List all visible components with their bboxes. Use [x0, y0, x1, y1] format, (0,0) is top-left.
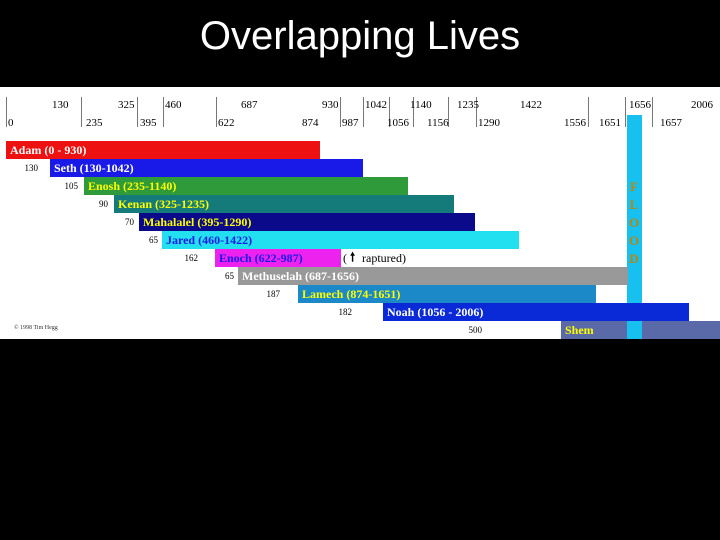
- grid-line: [625, 97, 626, 127]
- grid-line: [6, 97, 7, 127]
- lifespan-bar-lamech: Lamech (874-1651): [298, 285, 596, 303]
- grid-line: [652, 97, 653, 127]
- tick-label: 1235: [457, 99, 479, 111]
- offset-label: 70: [125, 217, 134, 227]
- raptured-text: raptured): [362, 251, 406, 265]
- lifespan-bar-noah: Noah (1056 - 2006): [383, 303, 689, 321]
- offset-label: 105: [64, 181, 79, 191]
- lifespan-bar-seth: Seth (130-1042): [50, 159, 363, 177]
- tick-label: 1656: [629, 99, 651, 111]
- grid-line: [81, 97, 82, 127]
- offset-label: 65: [225, 271, 234, 281]
- offset-label: 162: [184, 253, 199, 263]
- flood-letter: F: [630, 179, 638, 194]
- flood-letter: O: [628, 233, 640, 248]
- tick-label: 1651: [599, 117, 621, 129]
- grid-line: [363, 97, 364, 127]
- lifespan-bar-shem-continued: [642, 321, 720, 339]
- tick-label: 460: [165, 99, 182, 111]
- offset-label: 187: [266, 289, 281, 299]
- lifespan-bar-adam: Adam (0 - 930): [6, 141, 320, 159]
- grid-line: [588, 97, 589, 127]
- lifespan-bar-enosh: Enosh (235-1140): [84, 177, 408, 195]
- offset-label: 182: [338, 307, 353, 317]
- flood-column: [627, 115, 642, 339]
- raptured-open-paren: (: [343, 251, 347, 265]
- grid-line: [413, 97, 414, 127]
- tick-label: 622: [218, 117, 235, 129]
- offset-label: 65: [149, 235, 158, 245]
- tick-label: 1657: [660, 117, 682, 129]
- tick-label: 1556: [564, 117, 586, 129]
- tick-label: 235: [86, 117, 103, 129]
- offset-label: 130: [24, 163, 39, 173]
- offset-label: 90: [99, 199, 108, 209]
- tick-label: 1156: [427, 117, 449, 129]
- lifespan-bar-mahalalel: Mahalalel (395-1290): [139, 213, 475, 231]
- tick-label: 930: [322, 99, 339, 111]
- tick-label: 395: [140, 117, 157, 129]
- tick-label: 1042: [365, 99, 387, 111]
- slide-title: Overlapping Lives: [199, 14, 521, 58]
- tick-label: 1140: [410, 99, 432, 111]
- grid-line: [340, 97, 341, 127]
- tick-label: 130: [52, 99, 69, 111]
- grid-line: [389, 97, 390, 127]
- flood-letter: D: [629, 251, 639, 266]
- grid-line: [216, 97, 217, 127]
- tick-label: 325: [118, 99, 135, 111]
- grid-line: [163, 97, 164, 127]
- offset-label: 500: [468, 325, 483, 335]
- lifespan-bar-enoch: Enoch (622-987): [215, 249, 341, 267]
- up-arrow-icon: 🠕: [350, 250, 356, 264]
- flood-letter: L: [629, 197, 639, 212]
- tick-label: 1290: [478, 117, 500, 129]
- tick-label: 987: [342, 117, 359, 129]
- tick-label: 874: [302, 117, 319, 129]
- lifespan-bar-shem: Shem: [561, 321, 627, 339]
- grid-line: [137, 97, 138, 127]
- tick-label: 687: [241, 99, 258, 111]
- tick-label: 2006: [691, 99, 713, 111]
- copyright-text: © 1998 Tim Hegg: [14, 325, 58, 331]
- lifespan-bar-kenan: Kenan (325-1235): [114, 195, 454, 213]
- grid-line: [448, 97, 449, 127]
- lifespan-bar-methuselah: Methuselah (687-1656): [238, 267, 628, 285]
- tick-label: 1422: [520, 99, 542, 111]
- flood-letter: O: [628, 215, 640, 230]
- tick-label: 0: [8, 117, 14, 129]
- tick-label: 1056: [387, 117, 409, 129]
- lifespan-bar-jared: Jared (460-1422): [162, 231, 519, 249]
- timeline-chart: 130 325 460 687 930 1042 1140 1235 1422 …: [0, 87, 720, 339]
- grid-line: [476, 97, 477, 127]
